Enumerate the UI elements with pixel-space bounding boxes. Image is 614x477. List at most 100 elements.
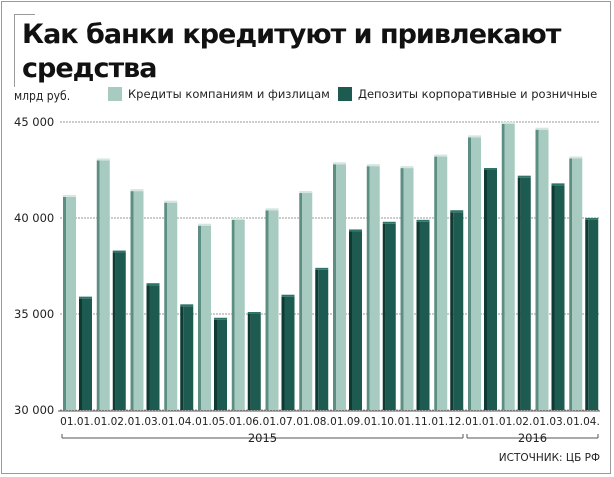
- bar-loans-side: [265, 210, 269, 410]
- bar-deposits: [149, 285, 160, 410]
- x-tick-label: 01.03.: [128, 416, 161, 428]
- bar-loans-side: [299, 193, 303, 410]
- bar-loans-side: [231, 219, 235, 410]
- bar-loans-side: [434, 156, 438, 410]
- bar-loans: [167, 202, 178, 410]
- bar-loans: [302, 193, 313, 410]
- bar-deposits-side: [484, 170, 487, 410]
- bar-loans-top: [164, 200, 178, 203]
- x-tick-label: 01.02.: [94, 416, 127, 428]
- bar-loans: [99, 160, 110, 410]
- x-tick-label: 01.11.: [398, 416, 431, 428]
- bar-deposits-top: [551, 183, 565, 186]
- y-tick-label: 40 000: [14, 211, 54, 225]
- bar-loans-side: [501, 123, 505, 411]
- bar-deposits: [318, 269, 329, 410]
- legend-label-loans: Кредиты компаниям и физлицам: [128, 87, 330, 101]
- bar-loans-top: [535, 127, 549, 130]
- y-tick-label: 45 000: [14, 115, 54, 129]
- title-accent: [14, 14, 35, 87]
- bar-deposits-top: [450, 210, 464, 213]
- x-tick-label: 01.09.: [330, 416, 363, 428]
- bar-loans-side: [333, 164, 336, 410]
- bar-deposits-side: [112, 252, 116, 410]
- bar-deposits-top: [416, 219, 430, 222]
- bar-loans-top: [468, 135, 481, 138]
- legend-swatch-deposits: [338, 87, 352, 101]
- bar-deposits: [250, 314, 261, 410]
- x-tick-label: 01.02.: [499, 416, 532, 428]
- bar-deposits-side: [79, 298, 82, 410]
- bar-loans-side: [130, 191, 134, 410]
- x-tick-label: 01.04.: [161, 416, 194, 428]
- bar-loans: [369, 166, 380, 410]
- chart-title: Как банки кредитуют и привлекают средств…: [22, 19, 561, 84]
- bar-loans-top: [96, 158, 110, 161]
- bar-loans-top: [501, 121, 515, 124]
- bar-loans-side: [164, 202, 168, 410]
- bar-loans-side: [400, 168, 404, 410]
- bar-loans: [471, 137, 481, 411]
- bar-deposits-side: [214, 319, 217, 410]
- bar-deposits-side: [382, 223, 386, 410]
- legend-swatch-loans: [108, 87, 122, 101]
- bar-deposits-top: [585, 217, 599, 220]
- bar-loans-top: [400, 166, 414, 169]
- bar-deposits: [352, 231, 362, 410]
- bar-loans-side: [468, 137, 471, 411]
- x-tick-label: 01.05.: [195, 416, 228, 428]
- bar-deposits-side: [349, 231, 352, 410]
- y-tick-label: 30 000: [14, 403, 54, 417]
- bar-loans: [201, 225, 211, 410]
- legend-label-deposits: Депозиты корпоративные и розничные: [358, 87, 598, 101]
- bar-deposits-side: [416, 221, 420, 410]
- bar-deposits: [419, 221, 430, 410]
- bar-deposits: [183, 306, 194, 410]
- bar-deposits: [217, 319, 227, 410]
- x-tick-label: 01.03.: [533, 416, 566, 428]
- bar-deposits-side: [247, 314, 251, 410]
- bar-deposits: [554, 185, 565, 410]
- bar-deposits-side: [517, 177, 521, 410]
- bar-loans-side: [535, 129, 539, 410]
- bar-loans-top: [231, 217, 245, 220]
- bar-deposits: [487, 170, 497, 410]
- bar-deposits-top: [315, 267, 329, 270]
- bar-loans-top: [366, 164, 380, 167]
- bar-deposits: [453, 212, 464, 410]
- bar-deposits-side: [180, 306, 184, 410]
- bar-loans: [403, 168, 414, 410]
- bar-loans: [538, 129, 549, 410]
- legend-item-deposits: Депозиты корпоративные и розничные: [338, 87, 597, 101]
- bar-deposits-side: [450, 212, 454, 410]
- bar-loans-side: [366, 166, 370, 410]
- bar-loans-top: [569, 156, 583, 159]
- bar-deposits-side: [585, 219, 589, 410]
- bar-deposits-top: [146, 283, 160, 286]
- x-tick-label: 01.06.: [229, 416, 262, 428]
- x-tick-label: 01.08.: [296, 416, 329, 428]
- y-axis-unit-label: млрд руб.: [14, 89, 71, 103]
- bar-loans-top: [434, 154, 448, 157]
- bar-loans: [437, 156, 448, 410]
- year-label: 2015: [248, 431, 277, 445]
- bar-deposits: [520, 177, 531, 410]
- bar-deposits-top: [281, 294, 295, 297]
- bar-deposits-top: [112, 250, 126, 253]
- bar-deposits: [588, 219, 599, 410]
- source-note: ИСТОЧНИК: ЦБ РФ: [498, 452, 600, 464]
- bar-loans-side: [96, 160, 100, 410]
- x-tick-label: 01.12.: [431, 416, 464, 428]
- x-tick-label: 01.01.: [60, 416, 93, 428]
- bar-deposits-top: [484, 168, 497, 170]
- y-tick-label: 35 000: [14, 307, 54, 321]
- bar-loans: [234, 219, 245, 410]
- bar-deposits-top: [349, 229, 362, 232]
- x-tick-label: 01.07.: [263, 416, 296, 428]
- bar-loans: [572, 158, 583, 410]
- bar-deposits: [82, 298, 92, 410]
- bar-deposits-top: [517, 175, 531, 178]
- bar-deposits: [385, 223, 396, 410]
- bar-loans-side: [198, 225, 201, 410]
